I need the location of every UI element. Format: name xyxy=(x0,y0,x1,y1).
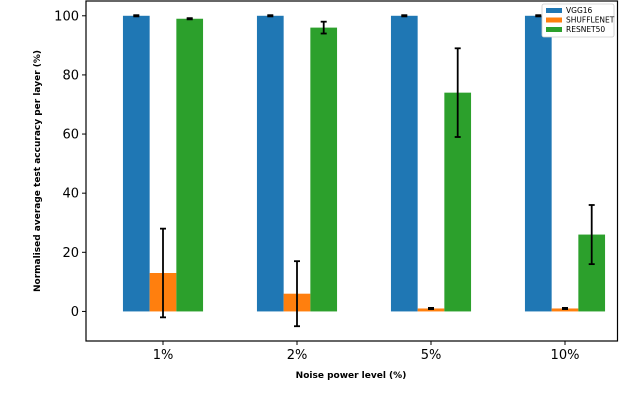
x-tick-label: 5% xyxy=(421,348,442,363)
y-tick-label: 100 xyxy=(54,9,79,24)
legend-swatch-resnet50 xyxy=(546,27,562,32)
y-tick-label: 20 xyxy=(62,246,79,261)
legend-label-shufflenet: SHUFFLENET xyxy=(566,16,615,25)
y-tick-label: 0 xyxy=(71,305,79,320)
bar-vgg16-1% xyxy=(122,15,150,312)
y-tick-label: 80 xyxy=(62,68,79,83)
error-bar-resnet50-1% xyxy=(186,17,193,21)
bar-vgg16-2% xyxy=(256,15,284,312)
y-axis-label: Normalised average test accuracy per lay… xyxy=(33,50,43,292)
y-tick-label: 60 xyxy=(62,128,79,143)
x-tick-label: 10% xyxy=(551,348,580,363)
error-bar-vgg16-1% xyxy=(133,14,140,18)
bar-resnet50-2% xyxy=(310,27,338,312)
error-bar-shufflenet-10% xyxy=(562,306,568,310)
error-bar-vgg16-5% xyxy=(401,14,408,18)
plot-frame xyxy=(85,0,619,342)
y-axis: 0 20 40 60 80 100 xyxy=(54,9,86,320)
error-bar-vgg16-10% xyxy=(535,14,542,18)
bars-layer xyxy=(122,15,606,312)
error-bar-vgg16-2% xyxy=(267,14,274,18)
x-axis: 1% 2% 5% 10% xyxy=(153,341,580,363)
error-bar-shufflenet-5% xyxy=(428,306,434,310)
legend-label-vgg16: VGG16 xyxy=(566,6,593,15)
x-tick-label: 1% xyxy=(153,348,174,363)
legend-swatch-vgg16 xyxy=(546,8,562,13)
error-bar-shufflenet-1% xyxy=(160,227,166,319)
bar-vgg16-10% xyxy=(524,15,552,312)
error-bars-layer xyxy=(133,14,595,328)
x-tick-label: 2% xyxy=(287,348,308,363)
legend-swatch-shufflenet xyxy=(546,17,562,23)
error-bar-shufflenet-2% xyxy=(294,260,300,328)
error-bar-resnet50-5% xyxy=(454,47,461,138)
x-axis-label: Noise power level (%) xyxy=(296,371,407,381)
error-bar-resnet50-10% xyxy=(588,204,595,266)
y-tick-label: 40 xyxy=(62,187,79,202)
error-bar-resnet50-2% xyxy=(320,20,327,35)
bar-resnet50-1% xyxy=(176,18,204,312)
bar-vgg16-5% xyxy=(390,15,418,312)
legend-label-resnet50: RESNET50 xyxy=(566,25,605,34)
